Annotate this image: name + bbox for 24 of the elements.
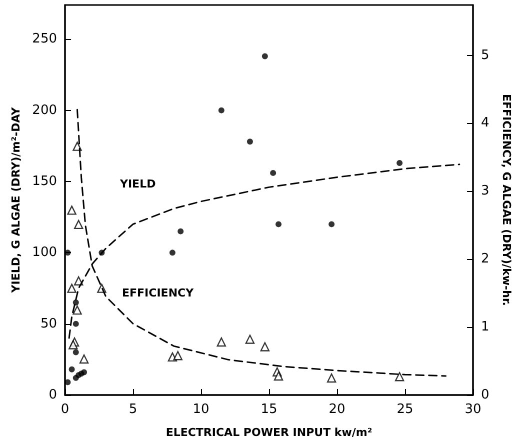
annotation: EFFICIENCY xyxy=(122,286,195,300)
y-tick-label: 200 xyxy=(32,102,57,118)
y2-tick-label: 5 xyxy=(481,48,490,63)
x-tick-label: 0 xyxy=(60,402,70,417)
annotation: YIELD xyxy=(119,178,156,190)
x-tick-label: 20 xyxy=(328,402,346,417)
y-tick-label: 0 xyxy=(48,388,57,402)
y-tick-label: 150 xyxy=(32,174,57,189)
y2-tick-label: 1 xyxy=(481,320,490,335)
y-axis-title: YIELD, G ALGAE (DRY)/m²-DAY xyxy=(9,106,22,294)
x-tick-label: 5 xyxy=(128,402,138,417)
y2-tick-label: 0 xyxy=(481,388,490,402)
y-tick-label: 250 xyxy=(32,32,57,47)
x-tick-label: 25 xyxy=(396,402,414,417)
x-tick-label: 30 xyxy=(464,402,482,417)
y2-tick-label: 4 xyxy=(481,116,490,131)
y2-tick-label: 3 xyxy=(481,184,490,199)
y-tick-label: 50 xyxy=(40,316,57,332)
x-tick-label: 15 xyxy=(260,402,278,417)
x-axis-title: ELECTRICAL POWER INPUT kw/m² xyxy=(166,426,372,439)
x-tick-label: 10 xyxy=(192,402,210,417)
y2-tick-label: 2 xyxy=(481,252,490,267)
y-tick-label: 100 xyxy=(32,245,57,260)
y2-axis-title: EFFICIENCY, G ALGAE (DRY)/kw-hr. xyxy=(500,94,513,306)
